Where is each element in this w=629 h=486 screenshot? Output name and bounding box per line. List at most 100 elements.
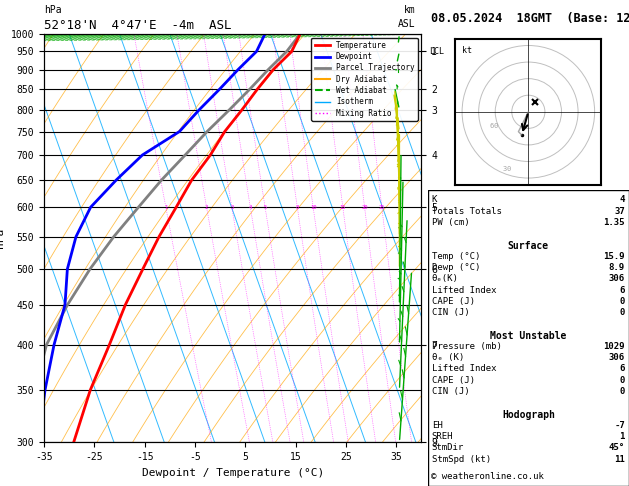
Text: 0: 0 [620,308,625,317]
Text: Surface: Surface [508,241,549,250]
Temperature [221,129,228,135]
Text: 11: 11 [615,454,625,464]
Legend: Temperature, Dewpoint, Parcel Trajectory, Dry Adiabat, Wet Adiabat, Isotherm, Mi: Temperature, Dewpoint, Parcel Trajectory… [311,38,418,121]
Text: 20: 20 [361,205,368,210]
Parcel Trajectory [110,234,118,240]
Text: 1.35: 1.35 [603,218,625,227]
Temperature [288,49,296,54]
Text: kt: kt [462,46,472,54]
Text: SREH: SREH [431,432,454,441]
Y-axis label: hPa: hPa [0,228,5,248]
Parcel Trajectory [135,204,142,210]
Text: km: km [403,5,415,15]
Temperature [121,302,129,308]
Text: CIN (J): CIN (J) [431,308,469,317]
Temperature [253,86,261,92]
Text: StmDir: StmDir [431,443,464,452]
Text: θₑ (K): θₑ (K) [431,353,464,362]
Text: 0: 0 [620,297,625,306]
Text: 306: 306 [609,353,625,362]
Parcel Trajectory [43,342,50,347]
Temperature [206,152,214,158]
Text: hPa: hPa [44,5,62,15]
Dewpoint [234,67,242,73]
Text: 15: 15 [340,205,346,210]
Text: 8: 8 [296,205,299,210]
Text: 2: 2 [205,205,208,210]
Text: PW (cm): PW (cm) [431,218,469,227]
Parcel Trajectory [264,67,272,73]
Line: Temperature: Temperature [74,34,300,442]
Dewpoint [261,31,269,37]
Parcel Trajectory [86,266,94,272]
Temperature [238,107,246,113]
Text: 0: 0 [620,387,625,396]
Text: 1029: 1029 [603,342,625,351]
Text: 4: 4 [248,205,252,210]
Parcel Trajectory [25,439,32,445]
Text: 306: 306 [609,274,625,283]
Parcel Trajectory [296,31,304,37]
Text: StmSpd (kt): StmSpd (kt) [431,454,491,464]
Dewpoint [196,107,203,113]
Text: LCL: LCL [429,47,444,56]
Text: Lifted Index: Lifted Index [431,286,496,295]
Dewpoint [61,302,69,308]
Text: 8.9: 8.9 [609,263,625,272]
Parcel Trajectory [64,302,71,308]
Text: 45°: 45° [609,443,625,452]
Text: EH: EH [431,421,442,430]
Text: CIN (J): CIN (J) [431,387,469,396]
Temperature [155,234,163,240]
Text: -7: -7 [615,421,625,430]
Text: 6: 6 [620,286,625,295]
Temperature [269,67,277,73]
Dewpoint [42,387,49,393]
Text: K: K [431,195,437,205]
Dewpoint [64,266,71,272]
Text: Most Unstable: Most Unstable [490,330,567,341]
Text: 52°18'N  4°47'E  -4m  ASL: 52°18'N 4°47'E -4m ASL [44,19,231,33]
Text: 37: 37 [615,207,625,216]
Dewpoint [87,204,94,210]
Dewpoint [253,49,260,54]
Dewpoint [35,439,42,445]
Text: 4: 4 [620,195,625,205]
Text: $\mathregular{30}$: $\mathregular{30}$ [502,164,512,174]
Temperature [296,31,304,37]
Parcel Trajectory [283,49,291,54]
Parcel Trajectory [246,86,253,92]
Text: θₑ(K): θₑ(K) [431,274,459,283]
Text: 25: 25 [379,205,385,210]
Dewpoint [50,342,58,347]
Text: 6: 6 [620,364,625,373]
Text: © weatheronline.co.uk: © weatheronline.co.uk [431,472,543,481]
Text: $\mathregular{60}$: $\mathregular{60}$ [489,122,499,130]
Dewpoint [175,129,183,135]
Line: Parcel Trajectory: Parcel Trajectory [28,34,300,442]
Dewpoint [72,234,80,240]
Line: Dewpoint: Dewpoint [38,34,265,442]
Text: 0: 0 [620,376,625,385]
Temperature [139,266,147,272]
Text: Pressure (mb): Pressure (mb) [431,342,501,351]
Dewpoint [216,86,223,92]
Text: 1: 1 [620,432,625,441]
Text: CAPE (J): CAPE (J) [431,297,475,306]
Dewpoint [113,177,120,183]
Temperature [172,204,180,210]
Text: 08.05.2024  18GMT  (Base: 12): 08.05.2024 18GMT (Base: 12) [431,12,629,25]
Temperature [87,387,94,393]
Temperature [188,177,196,183]
Dewpoint [138,152,146,158]
Text: Dewp (°C): Dewp (°C) [431,263,480,272]
Text: 15.9: 15.9 [603,252,625,261]
Text: Temp (°C): Temp (°C) [431,252,480,261]
X-axis label: Dewpoint / Temperature (°C): Dewpoint / Temperature (°C) [142,468,324,478]
Text: CAPE (J): CAPE (J) [431,376,475,385]
Parcel Trajectory [158,177,165,183]
Text: Totals Totals: Totals Totals [431,207,501,216]
Text: 3: 3 [230,205,233,210]
Text: Lifted Index: Lifted Index [431,364,496,373]
Parcel Trajectory [181,152,189,158]
